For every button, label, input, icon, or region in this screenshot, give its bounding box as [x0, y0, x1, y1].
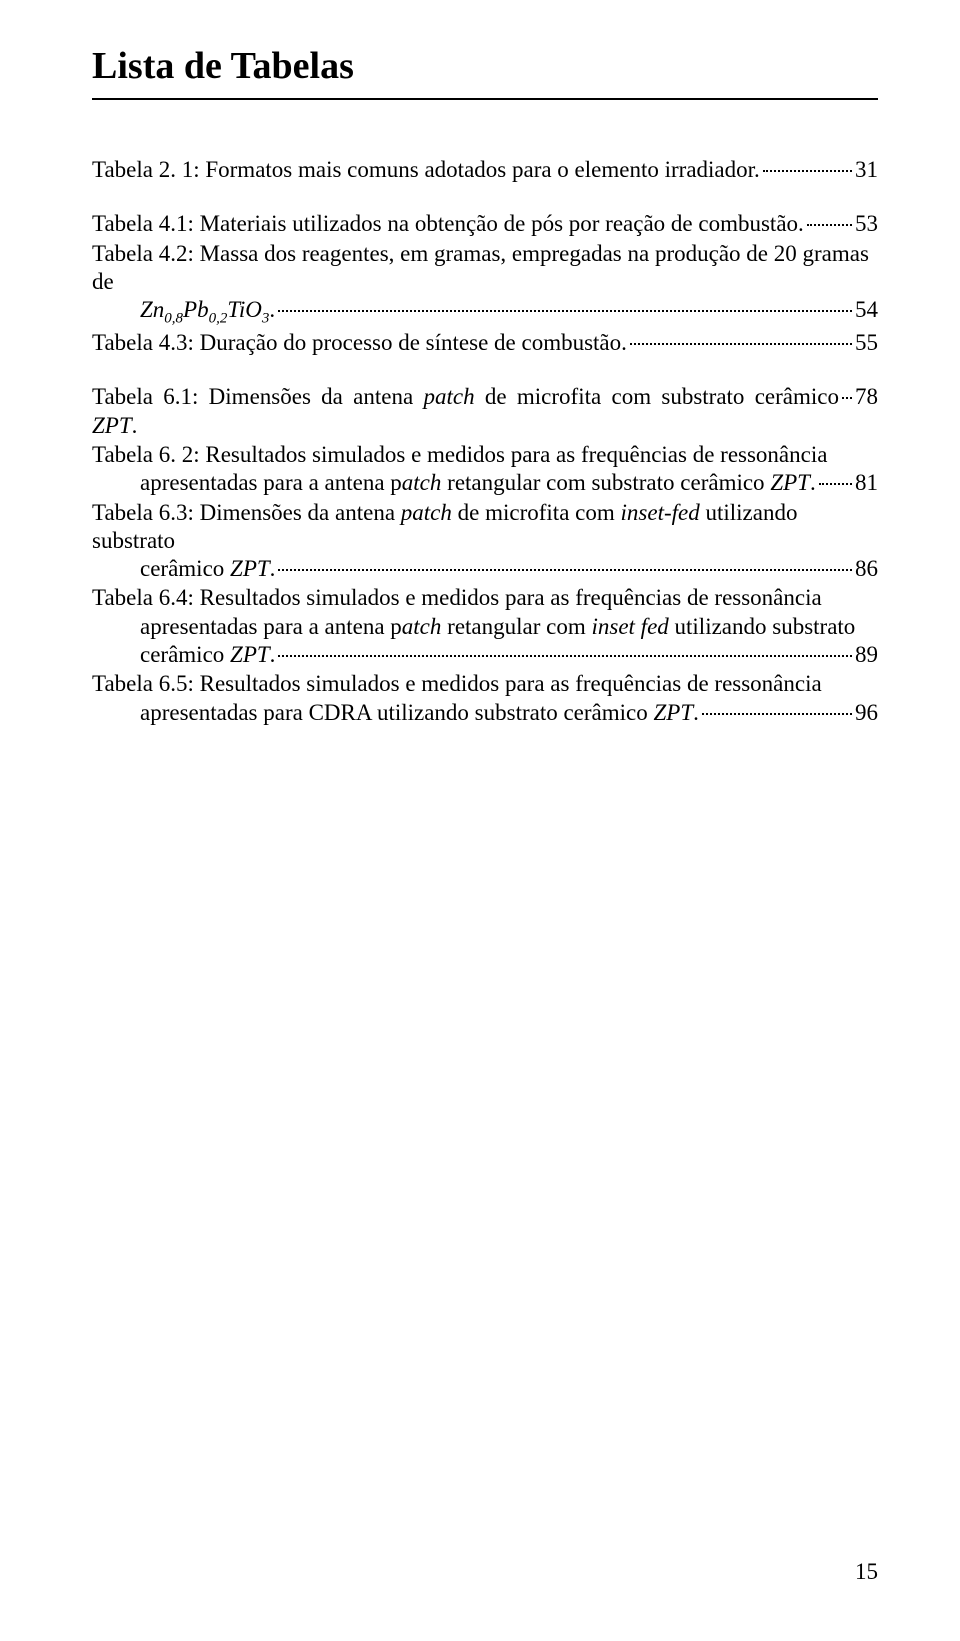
toc-entry-text: Tabela 4.3: Duração do processo de sínte…	[92, 329, 627, 357]
toc-entry: Tabela 6.5: Resultados simulados e medid…	[92, 670, 878, 727]
toc-leader-dots	[702, 713, 852, 715]
toc-entry-page: 53	[855, 210, 878, 238]
toc-entry-page: 86	[855, 555, 878, 583]
toc-leader-dots	[630, 343, 852, 345]
toc-leader-dots	[819, 483, 852, 485]
toc-entry-text: cerâmico ZPT.	[92, 641, 275, 669]
toc-leader-dots	[842, 397, 852, 399]
toc-entry-page: 81	[855, 469, 878, 497]
toc-entry-text: Tabela 6.4: Resultados simulados e medid…	[92, 584, 878, 612]
toc-leader-dots	[807, 224, 852, 226]
toc-leader-dots	[278, 569, 852, 571]
toc-entry-text: Tabela 6.3: Dimensões da antena patch de…	[92, 499, 878, 556]
title-underline	[92, 98, 878, 100]
page-title: Lista de Tabelas	[92, 44, 878, 88]
toc-entry-text: apresentadas para a antena patch retangu…	[92, 613, 878, 641]
toc-entry-text: Zn0,8Pb0,2TiO3.	[92, 296, 275, 328]
toc-leader-dots	[278, 655, 852, 657]
toc-entry-page: 54	[855, 296, 878, 324]
toc-entry-text: Tabela 6. 2: Resultados simulados e medi…	[92, 441, 878, 469]
toc-entry-page: 55	[855, 329, 878, 357]
toc-entry: Tabela 6. 2: Resultados simulados e medi…	[92, 441, 878, 498]
toc-entry-text: Tabela 2. 1: Formatos mais comuns adotad…	[92, 156, 760, 184]
toc-entry-text: apresentadas para CDRA utilizando substr…	[92, 699, 699, 727]
toc-entry-page: 89	[855, 641, 878, 669]
toc-entry: Tabela 4.2: Massa dos reagentes, em gram…	[92, 240, 878, 329]
toc-entry: Tabela 6.4: Resultados simulados e medid…	[92, 584, 878, 669]
toc-entry-page: 78	[855, 383, 878, 411]
toc-entry-text: Tabela 4.1: Materiais utilizados na obte…	[92, 210, 804, 238]
toc-entry-page: 31	[855, 156, 878, 184]
toc-entry-text: Tabela 4.2: Massa dos reagentes, em gram…	[92, 240, 878, 297]
toc-entry: Tabela 4.1: Materiais utilizados na obte…	[92, 210, 878, 238]
table-of-contents: Tabela 2. 1: Formatos mais comuns adotad…	[92, 156, 878, 727]
page-number: 15	[855, 1559, 878, 1585]
toc-entry-text: cerâmico ZPT.	[92, 555, 275, 583]
toc-entry: Tabela 6.3: Dimensões da antena patch de…	[92, 499, 878, 584]
toc-entry: Tabela 4.3: Duração do processo de sínte…	[92, 329, 878, 357]
toc-entry: Tabela 2. 1: Formatos mais comuns adotad…	[92, 156, 878, 184]
toc-entry-text: Tabela 6.1: Dimensões da antena patch de…	[92, 383, 839, 440]
toc-entry-text: Tabela 6.5: Resultados simulados e medid…	[92, 670, 878, 698]
toc-leader-dots	[278, 310, 852, 312]
toc-entry-text: apresentadas para a antena patch retangu…	[92, 469, 816, 497]
toc-entry-page: 96	[855, 699, 878, 727]
toc-entry: Tabela 6.1: Dimensões da antena patch de…	[92, 383, 878, 440]
toc-leader-dots	[763, 170, 852, 172]
